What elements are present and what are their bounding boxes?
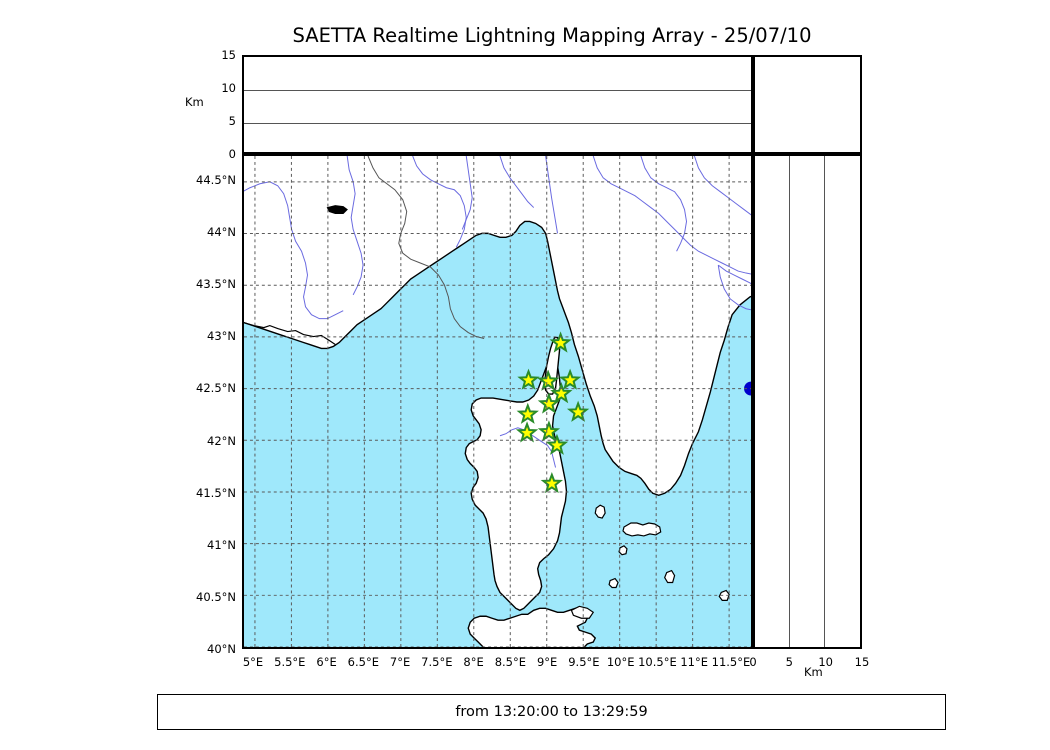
page-title: SAETTA Realtime Lightning Mapping Array …	[292, 24, 812, 47]
station-marker[interactable]	[537, 420, 561, 442]
longitude-tick-6: 6°E	[316, 655, 337, 669]
latitude-distance-panel[interactable]	[753, 154, 862, 649]
island-elba	[622, 522, 662, 537]
corner-panel[interactable]	[753, 55, 862, 154]
distance-tick-5: 5	[785, 655, 793, 669]
lake-mainland	[326, 205, 348, 215]
longitude-tick-9.5: 9.5°E	[568, 655, 600, 669]
longitude-tick-10: 10°E	[606, 655, 635, 669]
latitude-tick-41.5: 41.5°N	[196, 485, 236, 500]
gridline-distance-10	[824, 156, 825, 647]
altitude-axis-label: Km	[185, 95, 204, 109]
station-marker[interactable]	[517, 368, 540, 390]
time-range-text: from 13:20:00 to 13:29:59	[455, 704, 648, 720]
landmass-corsica	[464, 353, 568, 612]
landmass-mainland	[244, 156, 751, 496]
longitude-tick-5: 5°E	[242, 655, 264, 669]
gridline-altitude-5	[244, 123, 751, 124]
longitude-tick-8: 8°E	[463, 655, 484, 669]
altitude-tick-10: 10	[221, 81, 236, 95]
map-canvas	[244, 156, 751, 647]
longitude-tick-5.5: 5.5°E	[274, 655, 306, 669]
station-marker[interactable]	[516, 402, 539, 424]
latitude-tick-43: 43°N	[207, 329, 236, 344]
longitude-tick-11: 11°E	[680, 655, 708, 669]
latitude-tick-44.5: 44.5°N	[196, 173, 236, 188]
altitude-tick-15: 15	[221, 48, 236, 62]
station-marker[interactable]	[550, 382, 573, 404]
station-marker[interactable]	[537, 369, 560, 391]
distance-tick-15: 15	[854, 655, 870, 669]
altitude-longitude-panel[interactable]	[242, 55, 753, 154]
altitude-tick-5: 5	[228, 114, 236, 128]
distance-axis-label: Km	[804, 665, 823, 679]
island-gorgona	[618, 545, 628, 556]
latitude-tick-40: 40°N	[207, 642, 236, 656]
station-marker[interactable]	[540, 471, 564, 494]
island-pianosa	[608, 577, 619, 589]
gridline-altitude-10	[244, 90, 751, 91]
gridline-distance-5	[789, 156, 790, 647]
island-capraia	[594, 504, 606, 519]
longitude-tick-8.5: 8.5°E	[494, 655, 527, 669]
station-marker[interactable]	[566, 400, 590, 422]
source-marker-layer[interactable]	[744, 381, 751, 396]
station-marker[interactable]	[545, 433, 569, 455]
longitude-tick-9: 9°E	[536, 655, 558, 669]
station-marker[interactable]	[549, 331, 572, 353]
country-border	[367, 156, 485, 339]
latitude-tick-40.5: 40.5°N	[196, 589, 236, 604]
islands-maddalena	[570, 605, 595, 619]
longitude-tick-6.5: 6.5°E	[347, 655, 379, 669]
station-marker-layer[interactable]	[515, 331, 590, 494]
time-range-statusbar: from 13:20:00 to 13:29:59	[157, 694, 946, 730]
station-marker[interactable]	[515, 421, 539, 443]
station-marker[interactable]	[558, 368, 582, 390]
latitude-tick-42: 42°N	[207, 433, 236, 448]
distance-tick-0: 0	[749, 655, 757, 669]
map-panel[interactable]	[242, 154, 753, 649]
longitude-tick-11.5: 11.5°E	[711, 655, 751, 669]
landmass-sardinia	[467, 607, 597, 647]
altitude-tick-0: 0	[228, 147, 236, 161]
longitude-tick-7.5: 7.5°E	[421, 655, 453, 669]
latitude-tick-41: 41°N	[207, 537, 236, 552]
latitude-tick-44: 44°N	[207, 225, 236, 240]
latitude-tick-42.5: 42.5°N	[196, 381, 236, 396]
rivers-mainland	[244, 156, 751, 320]
latitude-tick-43.5: 43.5°N	[196, 277, 236, 292]
distance-tick-10: 10	[818, 655, 833, 669]
island-giglio	[718, 589, 730, 601]
map-gridlines	[244, 156, 751, 647]
longitude-tick-10.5: 10.5°E	[638, 655, 677, 669]
island-montecristo	[664, 569, 676, 584]
station-marker[interactable]	[537, 392, 561, 414]
longitude-tick-7: 7°E	[389, 655, 411, 669]
vhf-source-marker[interactable]	[744, 381, 751, 396]
